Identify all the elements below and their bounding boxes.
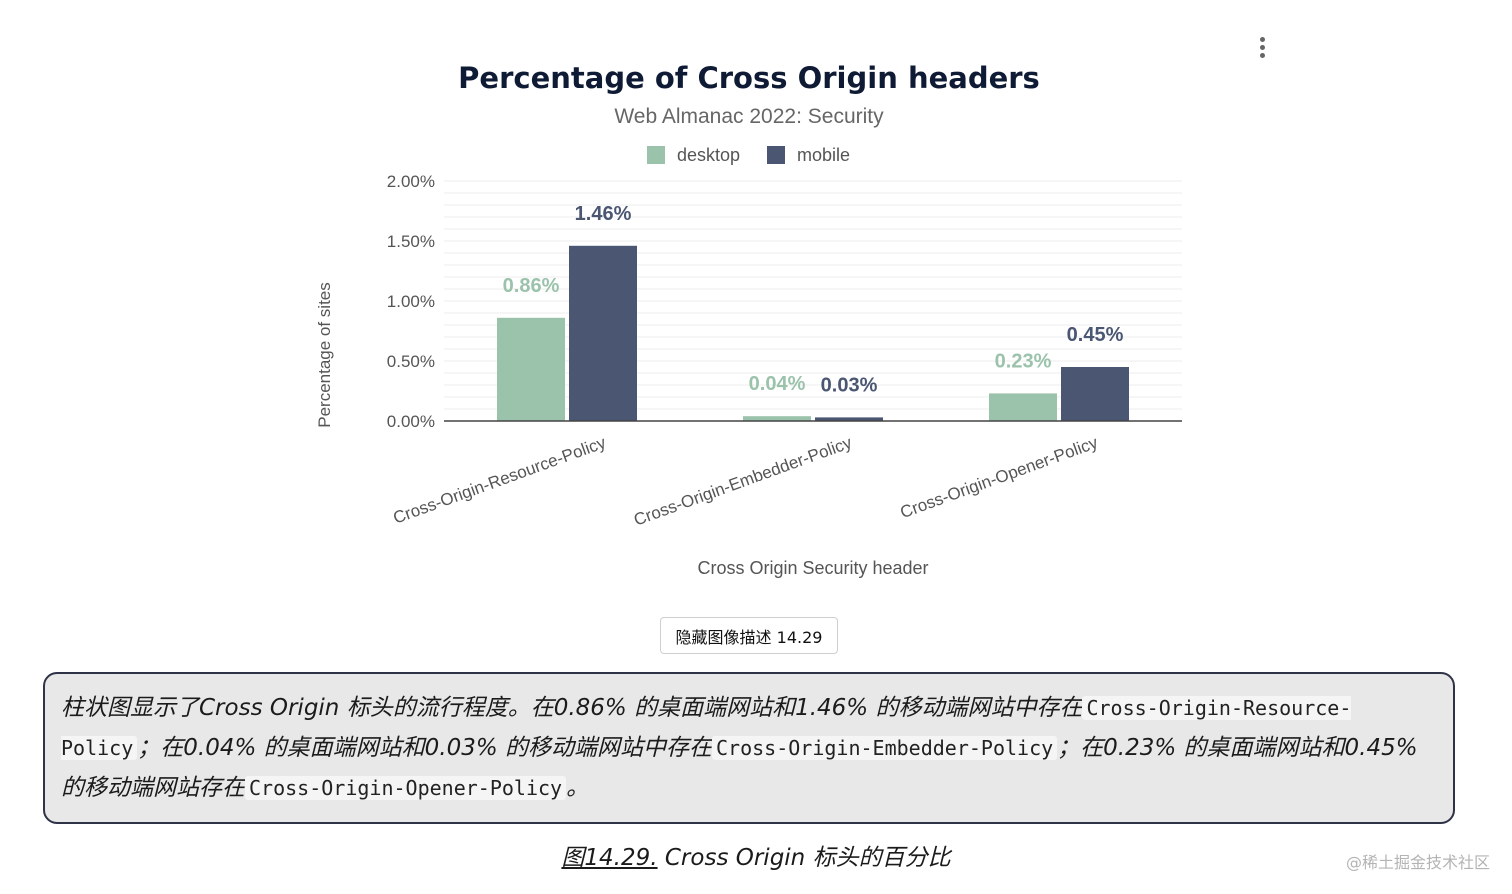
header-code-coep: Cross-Origin-Embedder-Policy bbox=[712, 736, 1058, 760]
hide-description-button[interactable]: 隐藏图像描述 14.29 bbox=[660, 617, 838, 654]
y-axis: 0.00% 0.50% 1.00% 1.50% 2.00% bbox=[387, 172, 435, 431]
figure-number-link[interactable]: 图14.29. bbox=[561, 845, 658, 871]
description-text: ；在0.23% 的桌面端网站和0.45% 的移动端网站存在 bbox=[61, 735, 1418, 801]
data-label-mobile: 1.46% bbox=[575, 203, 632, 225]
gridlines bbox=[444, 180, 1182, 422]
y-tick-label: 0.00% bbox=[387, 412, 435, 431]
y-tick-label: 1.50% bbox=[387, 232, 435, 251]
legend-swatch-desktop bbox=[647, 146, 665, 164]
x-tick-label: Cross-Origin-Resource-Policy bbox=[391, 433, 609, 528]
more-vertical-icon-dot bbox=[1259, 44, 1265, 50]
chart-legend: desktop mobile bbox=[647, 145, 850, 165]
x-tick-label: Cross-Origin-Opener-Policy bbox=[898, 433, 1101, 522]
chart-subtitle: Web Almanac 2022: Security bbox=[614, 105, 884, 128]
data-label-mobile: 0.03% bbox=[821, 374, 878, 396]
y-tick-label: 1.00% bbox=[387, 292, 435, 311]
bar-desktop bbox=[989, 393, 1057, 421]
description-text: ；在0.04% 的桌面端网站和0.03% 的移动端网站中存在 bbox=[137, 735, 713, 761]
legend-label-desktop: desktop bbox=[677, 145, 740, 165]
data-label-desktop: 0.04% bbox=[749, 373, 806, 395]
legend-label-mobile: mobile bbox=[797, 145, 850, 165]
bar-desktop bbox=[743, 416, 811, 421]
bar-mobile bbox=[569, 245, 637, 421]
bar-desktop bbox=[497, 317, 565, 421]
description-text: 。 bbox=[566, 775, 590, 801]
data-label-mobile: 0.45% bbox=[1067, 324, 1124, 346]
description-text: 柱状图显示了Cross Origin 标头的流行程度。在0.86% 的桌面端网站… bbox=[61, 695, 1083, 721]
bar-chart: Percentage of Cross Origin headers Web A… bbox=[315, 61, 1182, 578]
x-tick-label: Cross-Origin-Embedder-Policy bbox=[631, 433, 855, 530]
figure-caption-text: Cross Origin 标头的百分比 bbox=[664, 845, 951, 871]
data-label-desktop: 0.86% bbox=[503, 275, 560, 297]
y-axis-label: Percentage of sites bbox=[315, 282, 334, 428]
bars: 0.86% 1.46% 0.04% 0.03% 0.23% 0.45% bbox=[497, 203, 1129, 421]
more-vertical-icon-dot bbox=[1259, 52, 1265, 58]
header-code-coop: Cross-Origin-Opener-Policy bbox=[245, 776, 567, 800]
figure-caption: 图14.29. Cross Origin 标头的百分比 bbox=[0, 838, 1512, 872]
y-tick-label: 2.00% bbox=[387, 172, 435, 191]
legend-swatch-mobile bbox=[767, 146, 785, 164]
more-vertical-icon bbox=[1259, 36, 1265, 42]
chart-title: Percentage of Cross Origin headers bbox=[458, 61, 1040, 95]
watermark: @稀土掘金技术社区 bbox=[1345, 853, 1490, 872]
chart-menu-button[interactable] bbox=[1248, 32, 1276, 62]
bar-mobile bbox=[1061, 367, 1129, 421]
x-axis-label: Cross Origin Security header bbox=[697, 558, 928, 578]
bar-mobile bbox=[815, 417, 883, 421]
figure-description: 柱状图显示了Cross Origin 标头的流行程度。在0.86% 的桌面端网站… bbox=[43, 672, 1455, 824]
y-tick-label: 0.50% bbox=[387, 352, 435, 371]
x-axis: Cross-Origin-Resource-Policy Cross-Origin… bbox=[391, 420, 1182, 530]
data-label-desktop: 0.23% bbox=[995, 350, 1052, 372]
